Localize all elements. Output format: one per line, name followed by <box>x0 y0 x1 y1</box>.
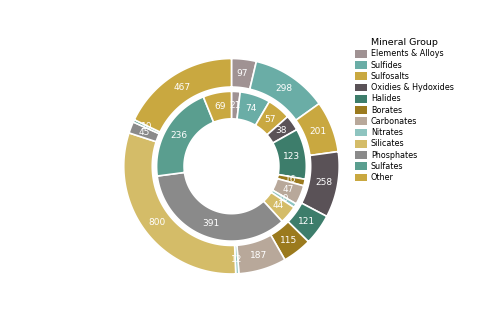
Text: 97: 97 <box>236 69 248 78</box>
Polygon shape <box>129 122 160 142</box>
Polygon shape <box>272 179 304 204</box>
Polygon shape <box>256 102 288 135</box>
Polygon shape <box>264 192 294 221</box>
Text: 10: 10 <box>141 122 152 131</box>
Text: 467: 467 <box>173 83 190 92</box>
Text: 38: 38 <box>276 126 287 135</box>
Polygon shape <box>270 222 308 260</box>
Polygon shape <box>271 190 296 207</box>
Text: 69: 69 <box>214 102 226 111</box>
Polygon shape <box>124 133 236 274</box>
Text: 57: 57 <box>264 114 276 124</box>
Text: 800: 800 <box>148 218 166 227</box>
Polygon shape <box>133 120 160 134</box>
Polygon shape <box>204 91 232 122</box>
Polygon shape <box>302 152 339 216</box>
Text: 16: 16 <box>286 175 297 184</box>
Polygon shape <box>234 245 239 274</box>
Polygon shape <box>288 203 327 242</box>
Text: 201: 201 <box>310 127 327 136</box>
Text: 391: 391 <box>202 219 219 228</box>
Polygon shape <box>237 92 270 126</box>
Text: 21: 21 <box>230 101 240 110</box>
Text: 47: 47 <box>282 185 294 194</box>
Polygon shape <box>296 104 338 156</box>
Text: 298: 298 <box>275 84 292 93</box>
Polygon shape <box>157 172 282 241</box>
Text: 74: 74 <box>245 104 256 113</box>
Text: 44: 44 <box>272 201 283 210</box>
Polygon shape <box>134 58 232 132</box>
Polygon shape <box>250 61 319 120</box>
Polygon shape <box>277 174 305 186</box>
Text: 12: 12 <box>231 255 242 264</box>
Text: 45: 45 <box>138 128 150 137</box>
Polygon shape <box>156 97 214 176</box>
Polygon shape <box>237 235 285 274</box>
Text: 187: 187 <box>250 251 267 260</box>
Polygon shape <box>232 91 240 119</box>
Text: 121: 121 <box>298 217 316 226</box>
Text: 123: 123 <box>283 152 300 161</box>
Text: 10: 10 <box>278 194 289 203</box>
Text: 115: 115 <box>280 236 297 245</box>
Polygon shape <box>232 58 256 89</box>
Text: 258: 258 <box>315 178 332 187</box>
Text: 236: 236 <box>170 131 187 140</box>
Legend: Elements & Alloys, Sulfides, Sulfosalts, Oxidies & Hydoxides, Halides, Borates, : Elements & Alloys, Sulfides, Sulfosalts,… <box>355 38 454 182</box>
Polygon shape <box>273 130 306 179</box>
Polygon shape <box>267 117 297 143</box>
